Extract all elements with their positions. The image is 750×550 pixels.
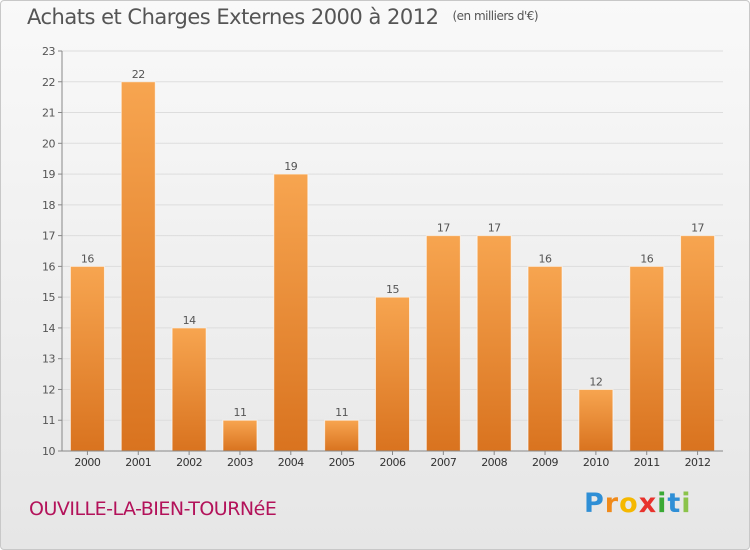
x-tick-label: 2005 (329, 456, 355, 469)
x-tick-label: 2004 (278, 456, 304, 469)
chart-unit: (en milliers d'€) (452, 9, 539, 23)
y-tick-label: 14 (42, 322, 55, 335)
y-tick-label: 23 (42, 45, 55, 58)
bar-value-label: 19 (284, 160, 297, 173)
bar-2005 (324, 419, 360, 452)
bar-value-label: 11 (335, 406, 348, 419)
x-tick-label: 2012 (685, 456, 711, 469)
bar-value-label: 11 (233, 406, 246, 419)
chart-title-text: Achats et Charges Externes 2000 à 2012 (27, 5, 439, 29)
bar-2006 (375, 296, 410, 452)
bar-value-label: 17 (691, 222, 704, 235)
y-tick-label: 20 (42, 137, 55, 150)
x-tick-label: 2003 (227, 456, 253, 469)
bar-value-label: 14 (183, 314, 196, 327)
bar-2008 (476, 235, 512, 452)
x-tick-label: 2008 (481, 456, 507, 469)
x-tick-label: 2007 (430, 456, 456, 469)
bar-2002 (171, 327, 207, 452)
logo-letter: t (667, 488, 682, 519)
bar-value-label: 12 (589, 375, 602, 388)
logo-letter: P (584, 488, 605, 519)
bar-value-label: 16 (640, 252, 653, 265)
bar-2010 (578, 388, 614, 452)
x-tick-label: 2000 (74, 456, 100, 469)
bar-value-label: 16 (539, 252, 552, 265)
y-tick-label: 22 (42, 76, 55, 89)
bar-2001 (120, 81, 156, 452)
logo-letter: i (657, 488, 668, 519)
logo-letter: x (638, 488, 658, 519)
x-tick-label: 2006 (380, 456, 406, 469)
bars: 16 22 14 11 19 11 15 17 17 16 12 16 17 (69, 68, 716, 452)
bar-value-label: 15 (386, 283, 399, 296)
x-tick-label: 2010 (583, 456, 609, 469)
bar-2011 (629, 265, 665, 452)
bar-2000 (69, 265, 105, 452)
x-tick-label: 2009 (532, 456, 558, 469)
y-tick-label: 12 (42, 383, 55, 396)
y-tick-label: 11 (42, 414, 55, 427)
axes: 10 11 12 13 14 15 16 17 18 19 20 21 22 23 2000 2001 2002… (42, 45, 723, 469)
x-tick-label: 2001 (125, 456, 151, 469)
logo-letter: o (619, 488, 639, 519)
bar-2012 (680, 235, 716, 452)
y-tick-label: 13 (42, 353, 55, 366)
bar-2004 (273, 173, 309, 452)
bar-value-label: 22 (132, 68, 145, 81)
bar-2003 (222, 419, 258, 452)
y-tick-label: 19 (42, 168, 55, 181)
bar-2009 (527, 265, 563, 452)
logo-letter: i (681, 488, 692, 519)
proxiti-logo: Proxiti (584, 488, 692, 519)
logo-letter: r (604, 488, 620, 519)
y-tick-label: 18 (42, 199, 55, 212)
bar-value-label: 16 (81, 252, 94, 265)
y-tick-label: 10 (42, 445, 55, 458)
x-tick-label: 2011 (634, 456, 660, 469)
x-tick-label: 2002 (176, 456, 202, 469)
y-tick-label: 16 (42, 260, 55, 273)
y-tick-label: 17 (42, 230, 55, 243)
y-tick-label: 21 (42, 107, 55, 120)
bar-value-label: 17 (437, 222, 450, 235)
bar-value-label: 17 (488, 222, 501, 235)
commune-name: OUVILLE-LA-BIEN-TOURNéE (29, 498, 277, 520)
chart-title: Achats et Charges Externes 2000 à 2012 (e… (27, 5, 539, 29)
bar-2007 (425, 235, 461, 452)
y-tick-label: 15 (42, 291, 55, 304)
